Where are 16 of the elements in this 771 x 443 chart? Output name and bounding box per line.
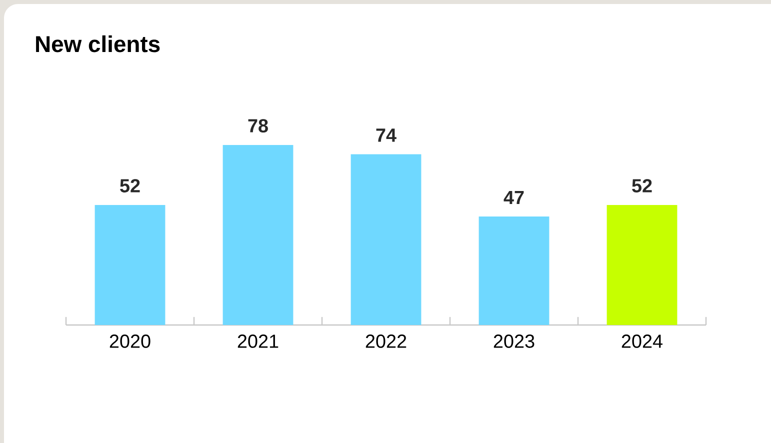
data-label: 52 (632, 179, 652, 192)
bar (478, 216, 550, 325)
chart-title: New clients (36, 35, 160, 52)
bar (94, 204, 166, 325)
bar (350, 154, 422, 325)
x-tick-label: 2021 (238, 334, 278, 348)
bar (222, 144, 294, 325)
x-tick-label: 2023 (494, 334, 534, 348)
data-label: 52 (120, 179, 140, 192)
x-tick-label: 2022 (366, 334, 406, 348)
bar (606, 204, 678, 325)
x-tick-label: 2020 (110, 334, 150, 348)
data-label: 78 (248, 119, 268, 132)
data-label: 47 (504, 190, 524, 204)
x-tick-label: 2024 (622, 334, 662, 348)
data-label: 74 (376, 128, 396, 142)
